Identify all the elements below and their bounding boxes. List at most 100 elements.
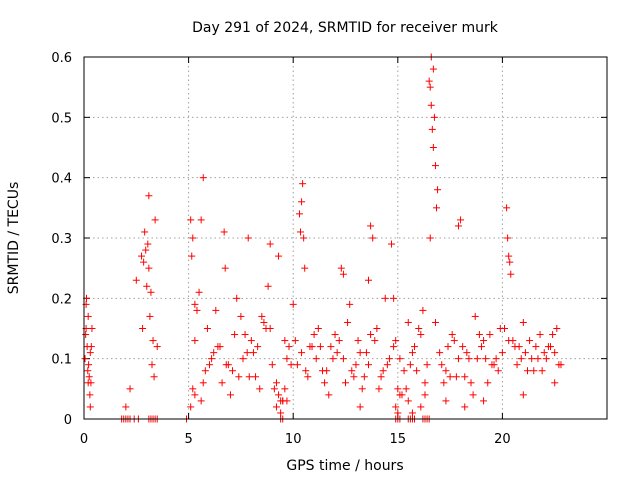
data-point — [339, 355, 347, 363]
data-point — [513, 361, 521, 369]
data-point — [281, 337, 289, 345]
data-point — [356, 349, 364, 357]
data-point — [534, 355, 542, 363]
data-point — [247, 337, 255, 345]
data-point — [480, 397, 488, 405]
data-point — [358, 385, 366, 393]
data-point — [142, 246, 150, 254]
data-point — [394, 385, 402, 393]
data-point — [400, 367, 408, 375]
data-point — [367, 331, 375, 339]
data-point — [231, 331, 239, 339]
data-point — [187, 403, 195, 411]
data-point — [140, 258, 148, 266]
data-point — [201, 367, 209, 375]
data-point — [141, 228, 149, 236]
data-point — [365, 361, 373, 369]
data-point — [404, 318, 412, 326]
data-point — [86, 349, 94, 357]
data-point — [506, 258, 514, 266]
data-point — [243, 349, 251, 357]
data-point — [515, 343, 523, 351]
x-tick-label: 10 — [285, 432, 302, 447]
data-points — [81, 53, 565, 423]
data-point — [408, 409, 416, 417]
data-point — [553, 325, 561, 332]
data-point — [145, 264, 153, 272]
data-point — [547, 343, 555, 351]
data-point — [272, 403, 280, 411]
data-point — [436, 349, 444, 357]
data-point — [390, 294, 398, 302]
data-point — [122, 403, 130, 411]
data-point — [275, 391, 283, 399]
data-point — [454, 222, 462, 230]
data-point — [473, 355, 481, 363]
data-point — [438, 361, 446, 369]
data-point — [532, 343, 540, 351]
data-point — [87, 379, 95, 387]
data-point — [367, 222, 375, 230]
data-point — [390, 343, 398, 351]
data-point — [285, 343, 293, 351]
data-point — [321, 379, 329, 387]
data-point — [394, 409, 402, 417]
data-point — [262, 325, 270, 332]
data-point — [426, 83, 434, 91]
data-point — [454, 355, 462, 363]
data-point — [415, 325, 423, 332]
data-point — [191, 391, 199, 399]
data-point — [146, 312, 154, 320]
data-point — [504, 234, 512, 242]
data-point — [318, 367, 326, 375]
data-point — [312, 355, 320, 363]
chart-title: Day 291 of 2024, SRMTID for receiver mur… — [192, 20, 499, 36]
data-point — [494, 367, 502, 375]
data-point — [337, 264, 345, 272]
data-point — [463, 349, 471, 357]
data-point — [144, 240, 152, 248]
data-point — [189, 385, 197, 393]
data-point — [314, 325, 322, 332]
data-point — [371, 337, 379, 345]
data-point — [536, 331, 544, 339]
data-point — [425, 77, 433, 85]
data-point — [505, 337, 513, 345]
data-point — [327, 343, 335, 351]
data-point — [82, 331, 90, 339]
data-point — [369, 234, 377, 242]
data-point — [281, 385, 289, 393]
data-point — [404, 397, 412, 405]
data-point — [139, 325, 147, 332]
x-tick-labels: 0 5 10 15 20 — [80, 432, 511, 447]
data-point — [270, 385, 278, 393]
data-point — [293, 361, 301, 369]
y-tick-label: 0.4 — [51, 172, 72, 187]
data-point — [540, 349, 548, 357]
data-point — [503, 204, 511, 212]
data-point — [88, 325, 96, 332]
data-point — [551, 379, 559, 387]
data-point — [413, 367, 421, 375]
data-point — [256, 385, 264, 393]
data-point — [356, 403, 364, 411]
data-point — [411, 343, 419, 351]
data-point — [254, 343, 262, 351]
data-point — [138, 252, 146, 260]
data-point — [344, 318, 352, 326]
data-point — [519, 391, 527, 399]
data-point — [191, 337, 199, 345]
data-point — [188, 252, 196, 260]
y-tick-label: 0.5 — [51, 111, 72, 126]
data-point — [87, 343, 95, 351]
data-point — [277, 409, 285, 417]
data-point — [530, 367, 538, 375]
data-point — [333, 349, 341, 357]
data-point — [379, 367, 387, 375]
data-point — [297, 228, 305, 236]
data-point — [308, 343, 316, 351]
data-point — [482, 355, 490, 363]
data-point — [210, 349, 218, 357]
data-point — [444, 343, 452, 351]
x-tick-label: 20 — [494, 432, 511, 447]
